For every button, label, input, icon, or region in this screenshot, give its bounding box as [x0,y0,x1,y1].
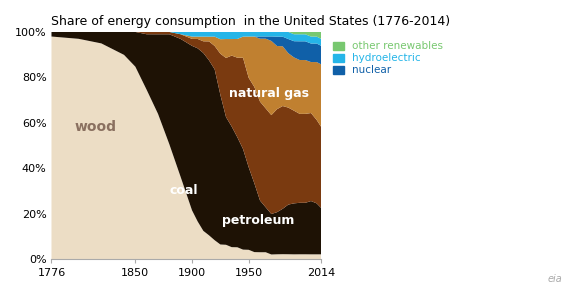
Text: natural gas: natural gas [229,87,309,100]
Text: wood: wood [75,120,117,134]
Text: Share of energy consumption  in the United States (1776-2014): Share of energy consumption in the Unite… [52,15,451,28]
Text: petroleum: petroleum [222,214,294,227]
Text: eia: eia [548,274,563,284]
Text: coal: coal [170,184,198,197]
Legend: other renewables, hydroelectric, nuclear: other renewables, hydroelectric, nuclear [329,37,447,80]
